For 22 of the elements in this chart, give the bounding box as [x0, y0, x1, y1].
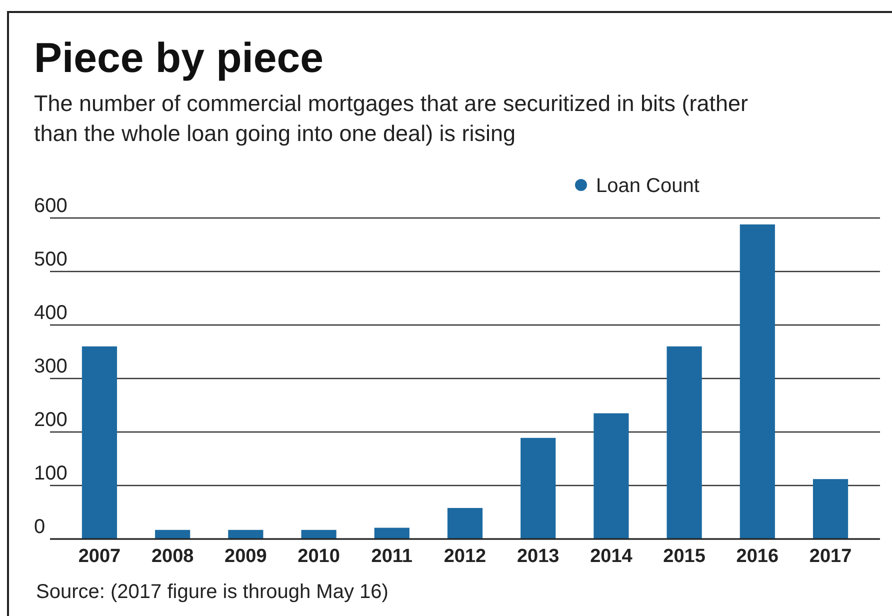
- x-tick-label: 2013: [516, 546, 560, 567]
- source-note: Source: (2017 figure is through May 16): [36, 581, 388, 603]
- y-tick-label: 300: [34, 356, 68, 378]
- chart-subtitle: The number of commercial mortgages that are securitized in bits (rather than the whole loan going into one deal) is rising: [34, 91, 749, 146]
- y-tick-label: 600: [34, 195, 68, 217]
- x-tick-label: 2008: [151, 546, 194, 567]
- chart-title: Piece by piece: [34, 34, 324, 81]
- x-tick-label: 2016: [736, 546, 779, 567]
- x-tick-label: 2007: [78, 546, 121, 567]
- x-tick-label: 2010: [298, 546, 340, 567]
- y-tick-label: 200: [34, 409, 68, 431]
- y-tick-label: 500: [34, 248, 68, 270]
- x-tick-label: 2014: [590, 546, 633, 567]
- x-tick-label: 2017: [809, 546, 852, 567]
- x-tick-label: 2009: [224, 546, 267, 567]
- x-tick-label: 2015: [663, 546, 706, 567]
- legend-label: Loan Count: [596, 175, 700, 197]
- y-tick-label: 100: [34, 462, 68, 484]
- x-tick-label: 2011: [371, 546, 413, 567]
- y-tick-label: 0: [34, 516, 46, 538]
- x-tick-label: 2012: [444, 546, 486, 567]
- y-tick-label: 400: [34, 302, 68, 324]
